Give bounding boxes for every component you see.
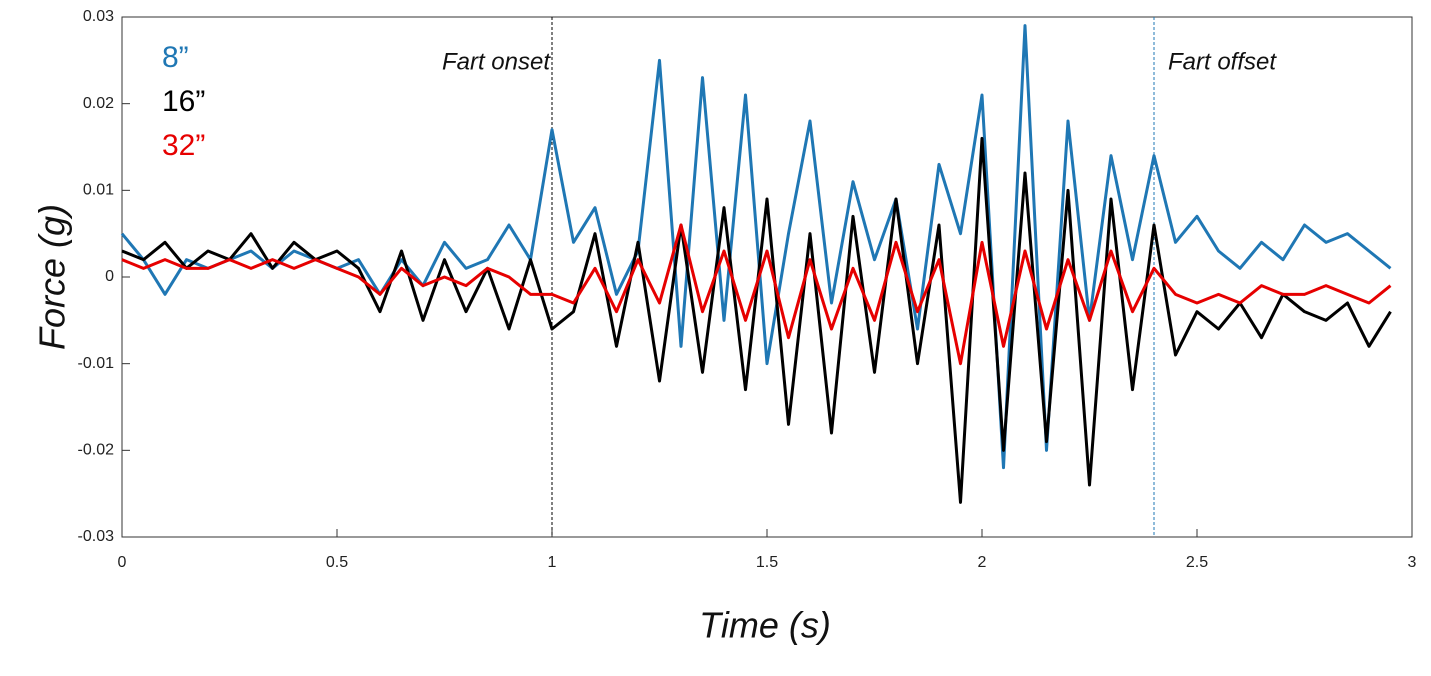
- y-tick-label: 0.01: [83, 182, 114, 199]
- legend-label: 16”: [162, 85, 205, 118]
- x-axis-title: Time (s): [699, 605, 831, 646]
- plot-frame: [121, 16, 1413, 538]
- y-tick-label: -0.01: [78, 355, 115, 372]
- x-tick-label: 2: [978, 554, 987, 571]
- x-tick-label: 1: [548, 554, 557, 571]
- x-tick-label: 0: [118, 554, 127, 571]
- annotation-text: Fart onset: [442, 48, 551, 75]
- x-tick-label: 3: [1408, 554, 1417, 571]
- y-axis-title: Force (g): [32, 204, 73, 350]
- x-tick-label: 1.5: [756, 554, 778, 571]
- y-tick-label: 0: [105, 268, 114, 285]
- annotation-text: Fart offset: [1168, 48, 1277, 75]
- y-tick-label: -0.03: [78, 528, 115, 545]
- y-tick-label: 0.03: [83, 8, 114, 25]
- legend-label: 32”: [162, 129, 205, 162]
- x-tick-label: 2.5: [1186, 554, 1208, 571]
- legend-label: 8”: [162, 41, 189, 74]
- y-tick-label: 0.02: [83, 95, 114, 112]
- series-line: [121, 223, 1392, 366]
- series-line: [121, 136, 1392, 504]
- x-tick-label: 0.5: [326, 554, 348, 571]
- y-tick-label: -0.02: [78, 442, 115, 459]
